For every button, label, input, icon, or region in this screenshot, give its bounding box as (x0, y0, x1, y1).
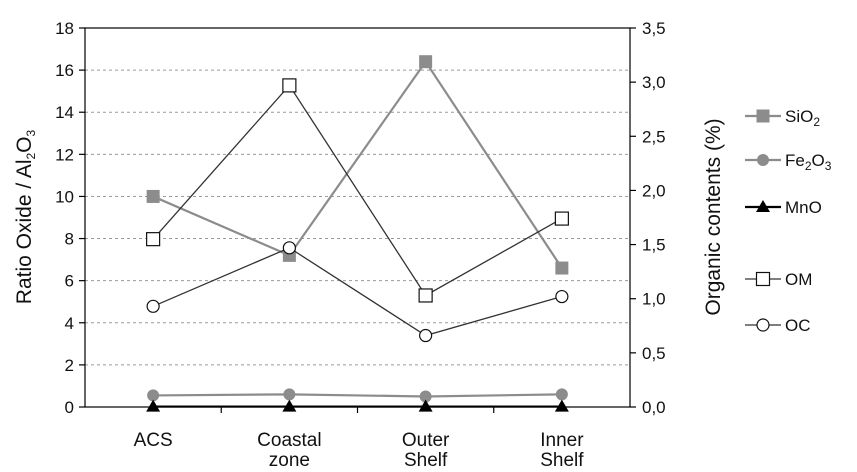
series-fe2o3 (147, 388, 568, 403)
series-sio2 (146, 55, 569, 275)
marker-open-square (282, 78, 297, 93)
series-line (153, 393, 562, 398)
left-tick-label: 8 (65, 230, 74, 249)
left-axis: 0 2 4 6 8 10 12 14 16 18 (55, 19, 85, 417)
marker-filled-triangle (554, 399, 569, 412)
legend-label: OC (785, 316, 811, 335)
left-tick-label: 16 (55, 61, 74, 80)
marker-filled-square (756, 109, 770, 123)
right-tick-label: 1,5 (642, 236, 666, 255)
marker-open-square (146, 232, 161, 247)
marker-open-square (755, 271, 771, 287)
left-tick-label: 0 (65, 398, 74, 417)
marker-open-square (418, 288, 433, 303)
legend-item-sio2: SiO2 (745, 107, 820, 129)
marker-open-circle (555, 289, 569, 304)
right-tick-label: 2,5 (642, 127, 666, 146)
marker-filled-circle (555, 388, 568, 401)
legend-label: MnO (785, 198, 822, 217)
marker-open-circle (146, 299, 160, 313)
legend-item-om: OM (745, 270, 812, 289)
series-line (152, 59, 563, 269)
legend-item-oc: OC (745, 316, 811, 335)
right-tick-label: 0,0 (642, 398, 666, 417)
category-label: Inner (540, 430, 584, 451)
legend-item-mno: MnO (745, 198, 822, 217)
plot-frame (84, 27, 631, 408)
left-tick-label: 4 (65, 314, 74, 333)
legend-label: OM (785, 270, 812, 289)
category-label: Coastal (257, 430, 321, 451)
series-om (146, 78, 569, 303)
series-oc (146, 241, 569, 343)
category-label: Shelf (404, 450, 448, 471)
right-tick-label: 0,5 (642, 344, 666, 363)
legend: SiO2 Fe2O3 MnO OM OC (745, 107, 832, 335)
category-label: Outer (402, 430, 450, 451)
series-layer (146, 55, 569, 412)
marker-filled-triangle (146, 399, 161, 412)
left-tick-label: 14 (55, 103, 74, 122)
series-line (152, 84, 563, 297)
right-tick-label: 3,0 (642, 73, 666, 92)
right-tick-label: 3,5 (642, 19, 666, 38)
marker-filled-triangle (756, 200, 770, 212)
category-label: ACS (134, 430, 173, 451)
category-label: Shelf (540, 450, 584, 471)
right-tick-label: 2,0 (642, 181, 666, 200)
marker-filled-circle (283, 388, 296, 401)
marker-open-circle (282, 241, 296, 255)
legend-item-fe2o3: Fe2O3 (745, 151, 832, 173)
marker-open-square (554, 211, 569, 226)
right-tick-label: 1,0 (642, 290, 666, 309)
legend-label: Fe2O3 (785, 151, 832, 173)
marker-open-circle (419, 328, 433, 343)
series-mno (146, 399, 569, 412)
marker-filled-square (555, 261, 569, 275)
left-tick-label: 10 (55, 187, 74, 206)
series-line (152, 247, 563, 337)
category-label: zone (269, 450, 310, 471)
marker-filled-square (419, 55, 433, 69)
right-axis-label: Organic contents (%) (702, 118, 725, 315)
marker-filled-circle (757, 154, 769, 166)
left-tick-label: 18 (55, 19, 74, 38)
left-tick-label: 2 (65, 356, 74, 375)
marker-filled-triangle (418, 399, 433, 412)
right-axis: 0,0 0,5 1,0 1,5 2,0 2,5 3,0 3,5 (630, 19, 666, 417)
marker-filled-circle (147, 389, 160, 402)
left-tick-label: 6 (65, 272, 74, 291)
left-tick-label: 12 (55, 145, 74, 164)
left-axis-label: Ratio Oxide / Al2O3 (13, 129, 38, 304)
legend-label: SiO2 (785, 107, 820, 129)
marker-filled-triangle (282, 399, 297, 412)
marker-open-circle (756, 318, 770, 332)
gridlines (85, 69, 630, 366)
marker-filled-square (146, 189, 160, 203)
